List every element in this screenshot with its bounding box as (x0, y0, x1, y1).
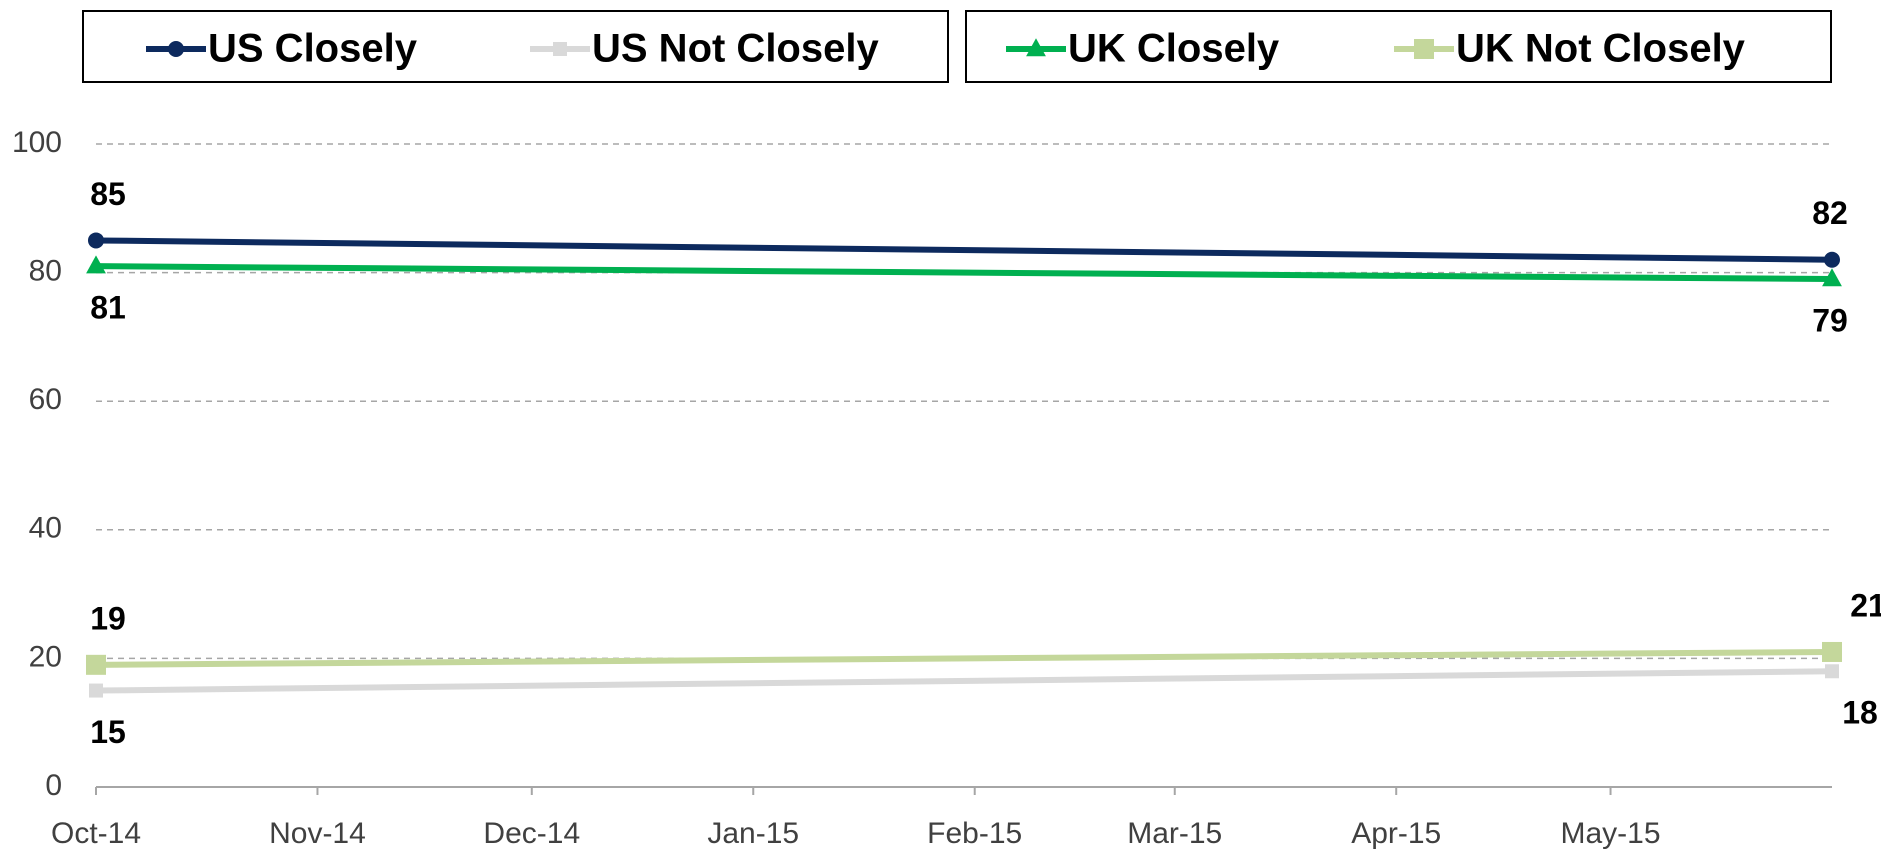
y-tick-label: 80 (29, 255, 62, 288)
x-tick-label: Feb-15 (927, 817, 1022, 850)
legend-box (82, 10, 949, 83)
marker (88, 232, 104, 249)
series-line (95, 648, 1833, 668)
legend-label: US Not Closely (592, 27, 879, 71)
marker (1824, 251, 1840, 268)
data-label: 79 (1812, 302, 1848, 338)
legend-label: UK Not Closely (1456, 27, 1746, 71)
marker (168, 41, 184, 57)
marker (1822, 268, 1842, 287)
legend-label: UK Closely (1068, 27, 1280, 71)
data-label: 85 (90, 176, 126, 212)
x-tick-label: Nov-14 (269, 817, 366, 850)
marker (1414, 39, 1434, 59)
y-tick-label: 100 (12, 126, 62, 159)
marker (1825, 664, 1839, 679)
series-line (95, 263, 1833, 283)
x-tick-label: Jan-15 (707, 817, 799, 850)
data-label: 81 (90, 290, 126, 326)
marker (1822, 641, 1842, 662)
series-line (95, 237, 1833, 263)
y-tick-label: 60 (29, 383, 62, 416)
legend-label: US Closely (208, 27, 418, 71)
x-tick-label: Apr-15 (1351, 817, 1441, 850)
marker (1026, 38, 1046, 57)
x-tick-label: May-15 (1561, 817, 1661, 850)
series-line (95, 668, 1833, 694)
data-label: 15 (90, 714, 126, 750)
y-tick-label: 40 (29, 512, 62, 545)
data-label: 82 (1812, 195, 1848, 231)
x-tick-label: Oct-14 (51, 817, 141, 850)
marker (553, 42, 567, 56)
marker (89, 683, 103, 698)
x-tick-label: Dec-14 (483, 817, 580, 850)
data-label: 19 (90, 600, 126, 636)
y-tick-label: 0 (45, 769, 62, 802)
data-label: 21 (1850, 587, 1881, 623)
x-tick-label: Mar-15 (1127, 817, 1222, 850)
legend-box (965, 10, 1832, 83)
marker (86, 654, 106, 675)
marker (86, 255, 106, 274)
data-label: 18 (1842, 695, 1878, 731)
y-tick-label: 20 (29, 640, 62, 673)
